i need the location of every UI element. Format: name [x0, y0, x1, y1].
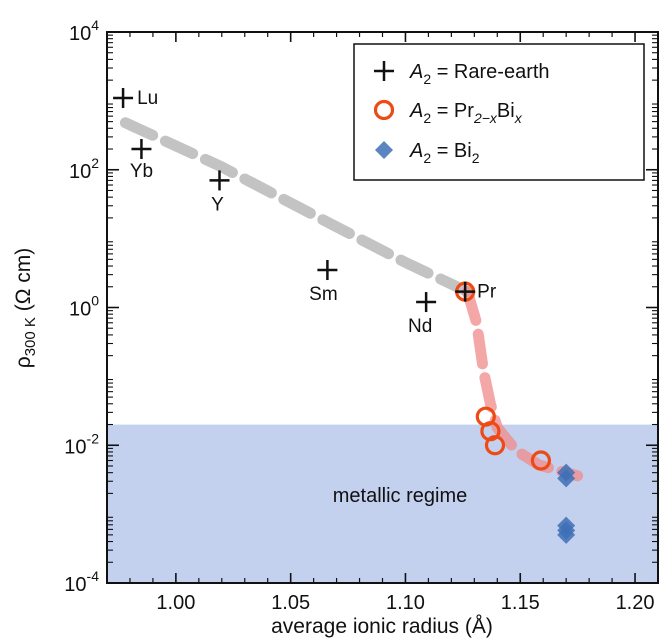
legend-marker-2: [373, 99, 395, 121]
legend-label-part: 2: [423, 110, 431, 126]
legend-box: [353, 43, 645, 181]
legend-label-part: A: [409, 140, 423, 162]
marker-layer: [113, 88, 576, 544]
legend-label-part: 2: [423, 150, 431, 166]
metallic-region-layer: metallic regime: [107, 424, 658, 583]
y-axis-title-main: ρ: [12, 356, 35, 368]
y-axis-title-unit: (Ω cm): [12, 248, 35, 317]
y-tick-exp: 0: [91, 293, 99, 309]
point-label-lu: Lu: [137, 88, 158, 109]
point-label-yb: Yb: [130, 161, 153, 182]
plus-marker-1-2: [131, 139, 152, 160]
x-tick-label-1: 1.00: [156, 592, 195, 614]
x-tick-label-2: 1.05: [271, 592, 310, 614]
legend-label-part: 2: [472, 150, 480, 166]
y-tick-base: 10: [64, 574, 86, 596]
metallic-regime-region: [107, 424, 658, 583]
y-tick-base: 10: [69, 299, 91, 321]
y-tick-label-4: 102: [69, 155, 99, 183]
y-tick-label-1: 10-4: [64, 568, 99, 596]
point-label-pr: Pr: [477, 282, 497, 303]
y-tick-base: 10: [69, 161, 91, 183]
plus-marker-1-5: [416, 292, 437, 313]
legend-label-part: = Bi: [431, 140, 472, 162]
point-label-y: Y: [211, 194, 224, 215]
plus-marker-1-1: [113, 88, 134, 109]
x-tick-label-3: 1.10: [386, 592, 425, 614]
point-label-nd: Nd: [408, 316, 432, 337]
diamond-marker-3-5: [557, 525, 576, 544]
y-tick-base: 10: [69, 23, 91, 45]
x-tick-label-4: 1.15: [501, 592, 540, 614]
plus-marker-1-6: [455, 281, 476, 302]
y-tick-label-2: 10-2: [64, 430, 99, 458]
y-tick-base: 10: [64, 436, 86, 458]
legend-marker-1: [374, 61, 394, 81]
guide-line-1: [119, 117, 473, 298]
legend-label-part: = Pr: [431, 100, 474, 122]
metallic-regime-label: metallic regime: [333, 485, 467, 507]
x-tick-label-5: 1.20: [616, 592, 655, 614]
point-label-sm: Sm: [309, 284, 338, 305]
legend-label-part: A: [409, 61, 423, 83]
y-tick-label-5: 104: [69, 17, 99, 45]
y-tick-exp: 2: [91, 155, 99, 171]
legend-label-part: x: [514, 110, 523, 126]
legend-label-part: A: [409, 100, 423, 122]
y-tick-label-3: 100: [69, 293, 99, 321]
legend-label-1: A2 = Rare-earth: [409, 61, 550, 87]
legend-label-2: A2 = Pr2−xBix: [409, 100, 523, 126]
legend-label-part: 2: [423, 71, 431, 87]
diamond-marker-3-2: [557, 469, 576, 488]
y-tick-exp: -2: [87, 430, 100, 446]
circle-marker-2-5: [530, 450, 552, 471]
legend-label-part: Bi: [497, 100, 515, 122]
circle-marker-2-4: [484, 435, 506, 456]
y-tick-exp: 4: [91, 17, 99, 33]
label-layer: Lu Yb Y Sm Nd Pr: [130, 88, 497, 337]
x-axis-title: average ionic radius (Å): [271, 615, 493, 638]
plus-marker-1-3: [209, 170, 230, 191]
y-tick-exp: -4: [87, 568, 100, 584]
legend-label-part: 2−x: [473, 110, 498, 126]
legend-label-part: = Rare-earth: [431, 61, 549, 83]
y-axis-title: ρ300 K (Ω cm): [12, 248, 39, 369]
y-axis-title-sub: 300 K: [22, 317, 39, 356]
legend-label-3: A2 = Bi2: [409, 140, 480, 166]
plus-marker-1-4: [317, 260, 338, 281]
legend-marker-3: [375, 141, 393, 159]
